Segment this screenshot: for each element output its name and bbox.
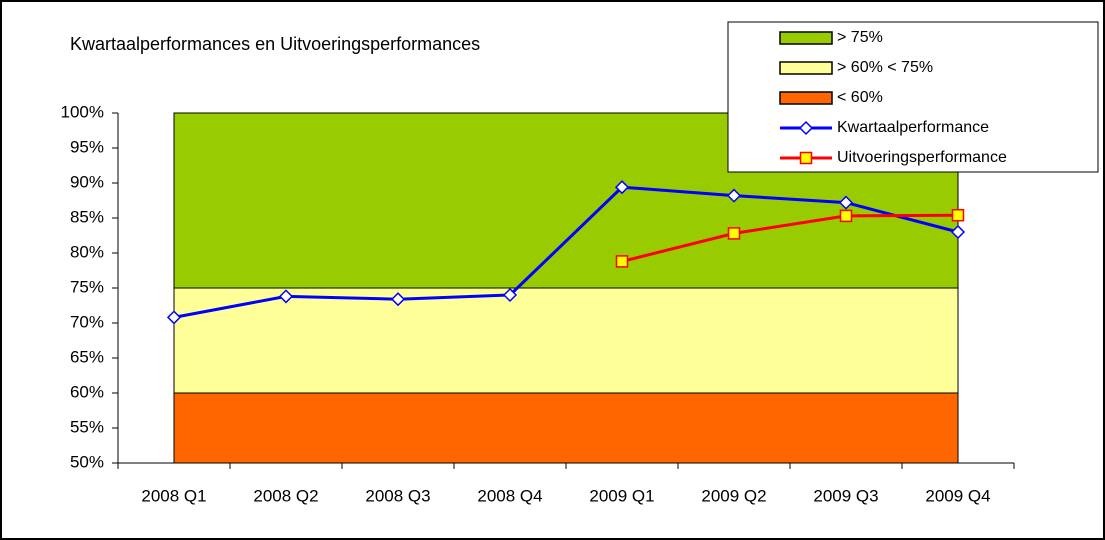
x-tick-label: 2009 Q4 [925, 486, 990, 505]
threshold-band [173, 392, 959, 464]
legend-swatch [779, 91, 833, 105]
x-tick-label: 2008 Q4 [477, 486, 542, 505]
y-tick-label: 85% [70, 207, 104, 226]
x-tick-label: 2009 Q1 [589, 486, 654, 505]
point [502, 287, 518, 303]
legend-label: > 75% [837, 29, 883, 46]
point [278, 289, 294, 304]
point [614, 180, 630, 195]
series-line [621, 213, 959, 263]
point [798, 120, 814, 136]
point [950, 224, 966, 240]
x-tick-label: 2009 Q2 [701, 486, 766, 505]
y-tick-label: 95% [70, 137, 104, 156]
legend-label: > 60% < 75% [837, 59, 933, 76]
y-tick-label: 80% [70, 242, 104, 261]
point [799, 151, 813, 165]
point [390, 292, 406, 307]
y-tick-label: 60% [70, 382, 104, 401]
legend-label: Kwartaalperformance [837, 119, 989, 136]
y-tick-label: 100% [61, 102, 104, 121]
x-tick-label: 2008 Q1 [141, 486, 206, 505]
point [726, 188, 742, 203]
y-tick-label: 90% [70, 172, 104, 191]
x-tick-label: 2008 Q3 [365, 486, 430, 505]
y-tick-label: 65% [70, 347, 104, 366]
point [166, 310, 182, 325]
legend-label: < 60% [837, 89, 883, 106]
legend-swatch [779, 61, 833, 75]
y-tick-label: 55% [70, 417, 104, 436]
legend-swatch [779, 31, 833, 45]
y-tick-label: 70% [70, 312, 104, 331]
threshold-band [173, 287, 959, 394]
point [838, 195, 854, 210]
point [615, 255, 629, 268]
legend-label: Uitvoeringsperformance [837, 149, 1007, 166]
point [727, 227, 741, 240]
y-tick-label: 75% [70, 277, 104, 296]
point [951, 208, 965, 222]
x-tick-label: 2009 Q3 [813, 486, 878, 505]
chart-title: Kwartaalperformances en Uitvoeringsperfo… [70, 34, 480, 54]
y-tick-label: 50% [70, 452, 104, 471]
x-tick-label: 2008 Q2 [253, 486, 318, 505]
point [839, 209, 853, 223]
series-line [173, 185, 959, 319]
